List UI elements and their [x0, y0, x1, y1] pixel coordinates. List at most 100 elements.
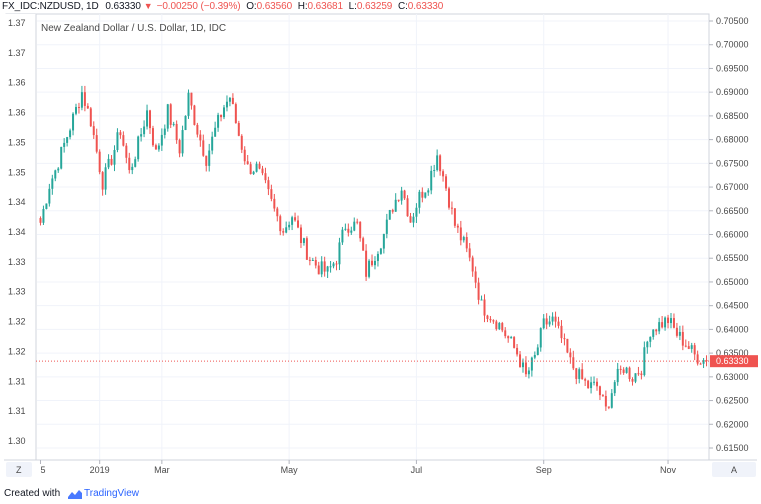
candle — [353, 217, 356, 232]
candle-body — [305, 238, 308, 260]
candle — [288, 221, 291, 231]
candle — [385, 213, 388, 239]
candle — [95, 128, 98, 154]
price-tick-label: 0.70500 — [716, 16, 749, 26]
candle-body — [119, 132, 122, 136]
candle — [264, 167, 267, 184]
candle-body — [54, 170, 57, 179]
candle — [140, 128, 143, 142]
candle-body — [643, 347, 646, 376]
candle — [403, 189, 406, 200]
candle — [285, 221, 288, 234]
candle-body — [267, 180, 270, 190]
candle-body — [445, 176, 448, 189]
price-axis-pane[interactable] — [709, 14, 761, 460]
price-tick-label: 0.64500 — [716, 301, 749, 311]
candlestick-chart[interactable]: New Zealand Dollar / U.S. Dollar, 1D, ID… — [0, 0, 761, 484]
change-value: −0.00250 (−0.39%) — [156, 1, 241, 12]
symbol-label: FX_IDC:NZDUSD, 1D — [2, 1, 99, 12]
candle — [199, 130, 202, 147]
candle-body — [400, 190, 403, 201]
zoom-button[interactable] — [6, 462, 32, 477]
left-axis-pane[interactable] — [4, 14, 36, 460]
candle-body — [554, 316, 557, 322]
candle-body — [178, 140, 181, 154]
candle-body — [498, 323, 501, 330]
candle — [572, 350, 575, 371]
candle — [619, 365, 622, 375]
candle-body — [157, 145, 160, 150]
candle-body — [104, 167, 107, 190]
candle-body — [350, 230, 353, 233]
candle-body — [584, 379, 587, 381]
candle-body — [693, 345, 696, 355]
candle — [513, 335, 516, 349]
candle — [223, 104, 226, 120]
grid — [37, 14, 708, 460]
candle — [678, 325, 681, 341]
candle-body — [264, 173, 267, 181]
candle — [116, 128, 119, 153]
candle — [258, 161, 261, 170]
candle — [498, 321, 501, 331]
candle — [234, 102, 237, 124]
candle — [412, 212, 415, 228]
candle-body — [317, 265, 320, 275]
candles — [39, 85, 708, 411]
candle — [705, 355, 708, 367]
candle — [675, 322, 678, 338]
candle-body — [365, 250, 368, 277]
candle — [214, 121, 217, 137]
candle-body — [261, 168, 264, 174]
candle — [480, 295, 483, 301]
candle — [587, 379, 590, 389]
high-value: 0.63681 — [307, 1, 344, 12]
candle-body — [205, 155, 208, 166]
time-axis-pane[interactable] — [0, 460, 761, 480]
price-tick-label: 0.69000 — [716, 87, 749, 97]
candle — [344, 223, 347, 231]
candle — [134, 156, 137, 168]
candle-body — [234, 104, 237, 124]
candle — [492, 319, 495, 324]
candle — [157, 143, 160, 152]
candle — [566, 338, 569, 354]
auto-scale-button[interactable] — [712, 462, 756, 477]
candle — [376, 251, 379, 267]
candle-body — [379, 248, 382, 254]
candle — [563, 333, 566, 346]
candle-body — [421, 191, 424, 198]
candle-body — [572, 357, 575, 369]
candle — [86, 103, 89, 109]
candle-body — [282, 231, 285, 233]
price-tick-label: 0.69500 — [716, 63, 749, 73]
candle — [80, 85, 83, 111]
price-tick-label: 0.66500 — [716, 206, 749, 216]
candle-body — [439, 155, 442, 172]
candle-body — [385, 219, 388, 234]
candle — [519, 350, 522, 368]
candle-body — [519, 354, 522, 368]
candle — [433, 164, 436, 178]
candle-body — [705, 359, 708, 362]
candle-body — [492, 320, 495, 322]
candle-body — [545, 318, 548, 325]
candle-body — [388, 209, 391, 220]
candle — [190, 92, 193, 110]
candle — [601, 394, 604, 397]
candle — [439, 154, 442, 176]
candle-body — [66, 137, 69, 143]
candle — [427, 188, 430, 196]
candle-body — [323, 261, 326, 272]
candle-body — [551, 316, 554, 322]
candle-body — [60, 146, 63, 169]
candle — [453, 208, 456, 228]
tradingview-link[interactable]: TradingView — [68, 484, 139, 504]
candle — [391, 208, 394, 214]
candle-body — [146, 110, 149, 127]
price-axis-ticks: 0.70500 0.70000 0.69500 0.69000 0.68500 0.680… — [709, 16, 749, 453]
plot-frame — [5, 13, 710, 461]
time-tick-label: Nov — [660, 465, 677, 475]
candle — [468, 242, 471, 262]
candle-body — [314, 260, 317, 266]
